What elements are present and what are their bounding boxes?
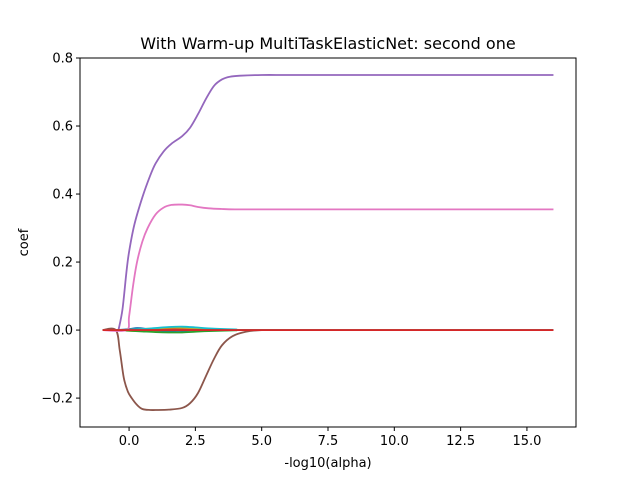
series-line-7 xyxy=(102,203,554,332)
x-tick-label: 0.0 xyxy=(119,434,140,449)
y-tick-label: −0.2 xyxy=(41,392,73,407)
x-axis-label: -log10(alpha) xyxy=(284,456,371,471)
x-tick-label: 10.0 xyxy=(380,434,409,449)
y-axis: −0.2 0.0 0.2 0.4 0.6 0.8 xyxy=(41,52,80,407)
series-layer xyxy=(102,74,554,411)
x-tick-label: 5.0 xyxy=(251,434,272,449)
x-tick-label: 12.5 xyxy=(446,434,475,449)
y-tick-label: 0.4 xyxy=(52,188,73,203)
chart-title: With Warm-up MultiTaskElasticNet: second… xyxy=(140,34,515,53)
x-tick-label: 15.0 xyxy=(512,434,541,449)
x-tick-label: 2.5 xyxy=(185,434,206,449)
x-axis: 0.0 2.5 5.0 7.5 10.0 12.5 15.0 xyxy=(119,427,541,449)
y-axis-label: coef xyxy=(17,228,32,256)
series-line-5 xyxy=(117,74,554,331)
y-tick-label: 0.8 xyxy=(52,52,73,67)
y-tick-label: 0.2 xyxy=(52,256,73,271)
x-tick-label: 7.5 xyxy=(318,434,339,449)
y-tick-label: 0.0 xyxy=(52,324,73,339)
y-tick-label: 0.6 xyxy=(52,120,73,135)
